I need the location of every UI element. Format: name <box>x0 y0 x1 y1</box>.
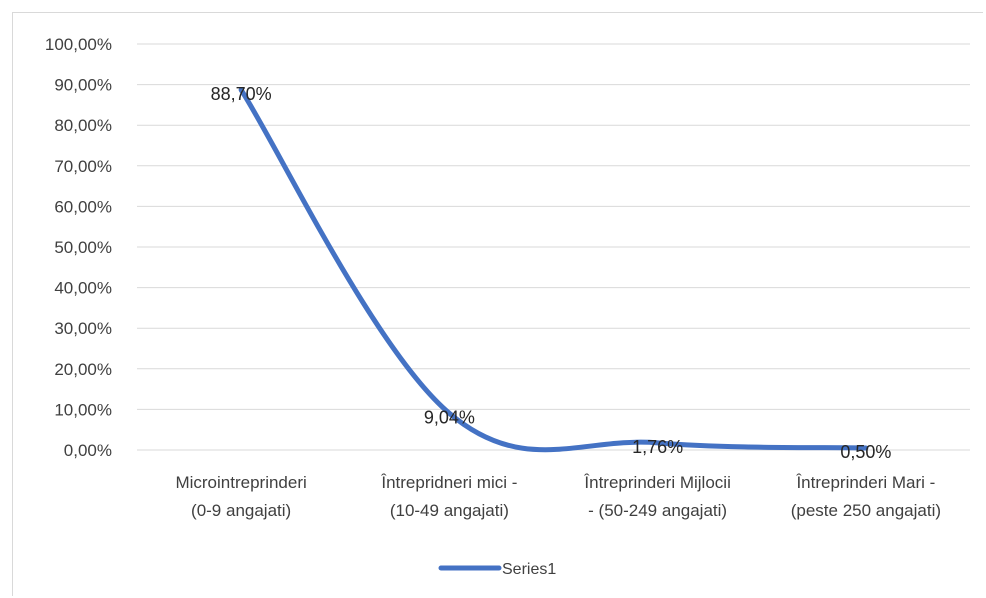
x-category-label-line: (peste 250 angajati) <box>791 501 941 520</box>
x-category-label-line: Întrepridneri mici - <box>380 473 517 492</box>
x-category-label: Întreprinderi Mari - (peste 250 angajati) <box>791 473 941 520</box>
data-labels: 88,70% 9,04% 1,76% 0,50% <box>211 84 892 462</box>
x-category-label-line: (0-9 angajati) <box>191 501 291 520</box>
data-label: 9,04% <box>424 407 475 427</box>
data-label: 0,50% <box>840 442 891 462</box>
y-tick-label: 10,00% <box>54 400 112 419</box>
legend: Series1 <box>438 561 556 578</box>
y-tick-label: 80,00% <box>54 116 112 135</box>
y-tick-label: 60,00% <box>54 197 112 216</box>
x-category-label-line: - (50-249 angajati) <box>588 501 727 520</box>
chart-frame <box>12 12 983 596</box>
legend-label-series1: Series1 <box>502 561 556 578</box>
y-tick-label: 50,00% <box>54 238 112 257</box>
y-axis-tick-labels: 0,00% 10,00% 20,00% 30,00% 40,00% 50,00% 60,00… <box>45 35 112 460</box>
gridlines <box>137 43 970 451</box>
x-category-label-line: Microintreprinderi <box>175 473 306 492</box>
data-label: 88,70% <box>211 84 272 104</box>
y-tick-label: 70,00% <box>54 157 112 176</box>
data-label: 1,76% <box>632 437 683 457</box>
x-category-label: Microintreprinderi (0-9 angajati) <box>175 473 306 520</box>
series-line-series1 <box>238 87 869 453</box>
x-category-label: Întrepridneri mici - (10-49 angajati) <box>380 473 517 520</box>
x-axis-category-labels: Microintreprinderi (0-9 angajati) Întrepri… <box>175 473 941 520</box>
x-category-label: Întreprinderi Mijlocii - (50-249 angajati… <box>583 473 730 520</box>
x-category-label-line: (10-49 angajati) <box>390 501 509 520</box>
y-tick-label: 30,00% <box>54 319 112 338</box>
y-tick-label: 0,00% <box>64 441 112 460</box>
x-category-label-line: Întreprinderi Mijlocii <box>583 473 730 492</box>
y-tick-label: 90,00% <box>54 76 112 95</box>
y-tick-label: 100,00% <box>45 35 112 54</box>
series-lines <box>238 87 869 453</box>
x-category-label-line: Întreprinderi Mari - <box>795 473 935 492</box>
y-tick-label: 40,00% <box>54 279 112 298</box>
y-tick-label: 20,00% <box>54 360 112 379</box>
